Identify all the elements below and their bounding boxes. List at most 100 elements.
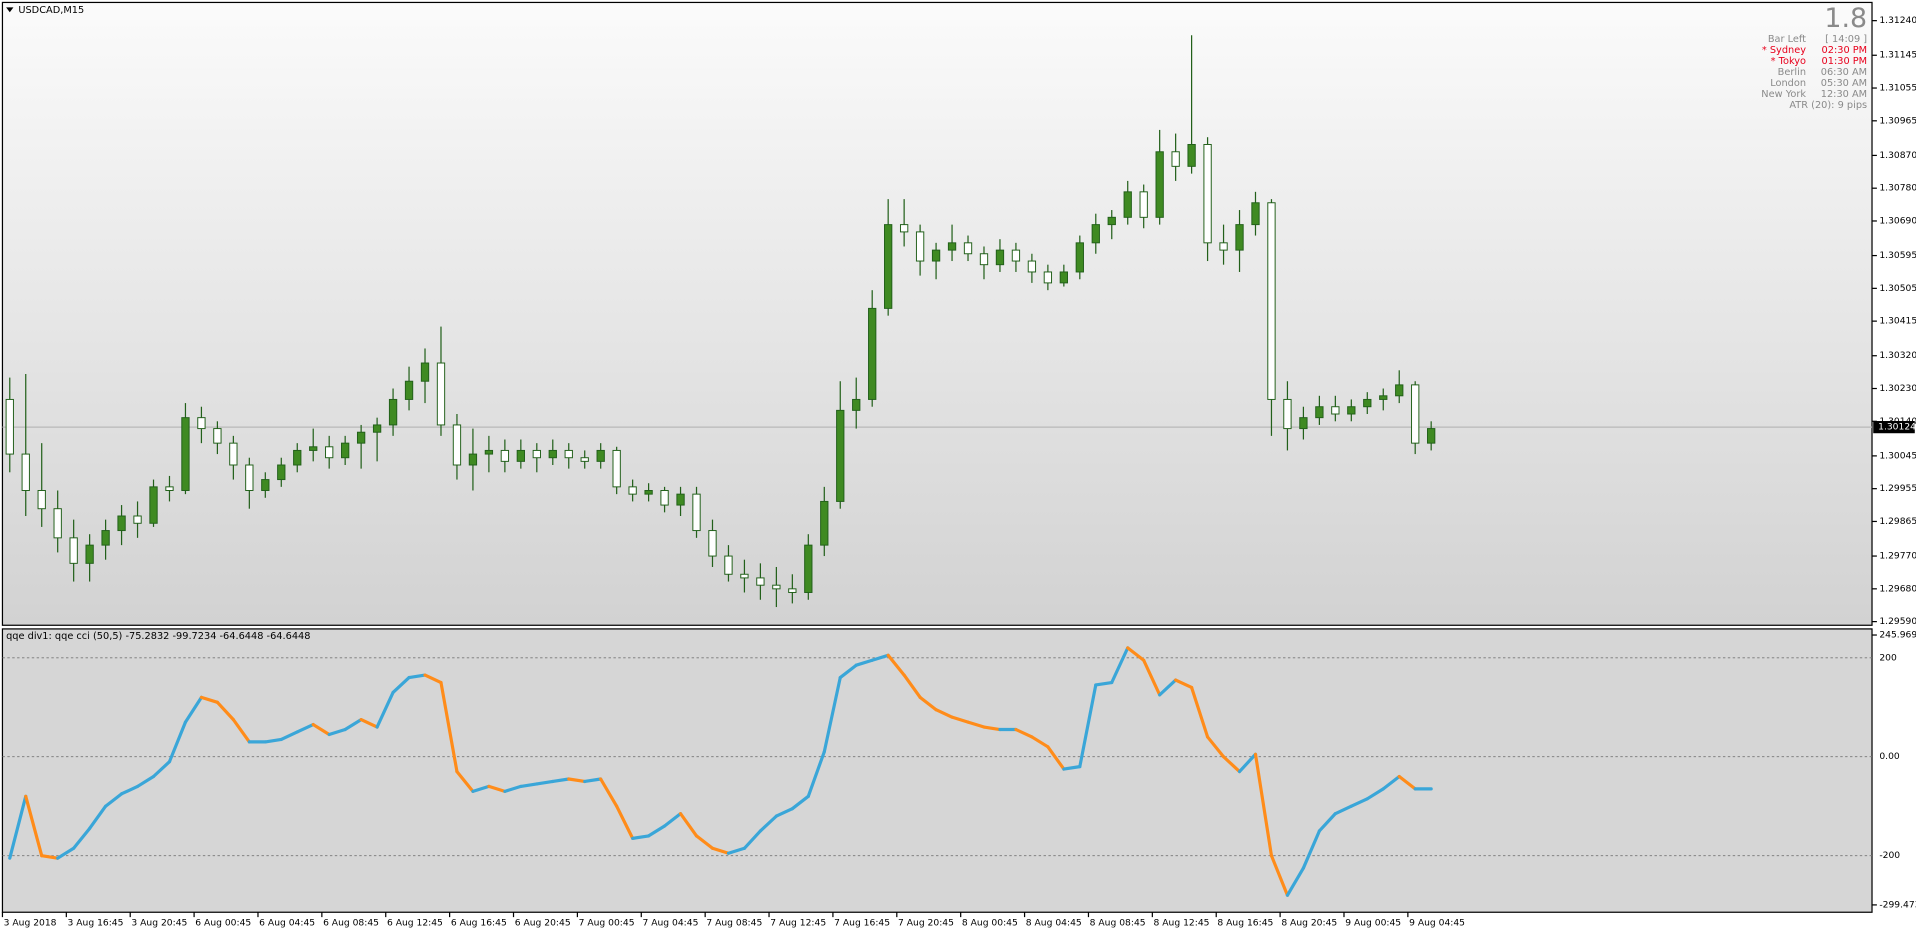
candle-body [724, 555, 733, 575]
candle-body [963, 242, 973, 255]
indicator-segment [1190, 685, 1210, 739]
candle-body [101, 530, 110, 546]
y-tick-label: 1.29770 [1879, 551, 1916, 562]
x-tick-label: 6 Aug 16:45 [451, 918, 507, 929]
candle-body [356, 431, 366, 444]
clock-label: Berlin [1778, 67, 1806, 78]
y-tick-label: 1.29680 [1879, 583, 1916, 594]
indicator-segment [231, 718, 251, 744]
candle-body [117, 515, 126, 532]
candle-body [420, 362, 430, 382]
indicator-segment [583, 777, 603, 784]
indicator-segment [1317, 812, 1337, 833]
candle-body [1363, 398, 1372, 408]
candle-body [740, 573, 749, 579]
x-tick-label: 8 Aug 12:45 [1154, 918, 1210, 929]
candle-body [580, 457, 589, 462]
candle-body [1027, 260, 1037, 273]
indicator-segment [726, 846, 747, 855]
candle-body [85, 544, 94, 564]
clock-value: [ 14:09 ] [1825, 34, 1867, 45]
indicator-segment [215, 700, 235, 722]
candle-body [229, 442, 238, 466]
candle-body [1107, 216, 1116, 226]
candle-body [1283, 398, 1292, 430]
candle-body [133, 515, 142, 524]
indicator-segment [1301, 829, 1321, 870]
candle-body [532, 449, 541, 459]
candle-body [979, 253, 989, 266]
x-tick-label: 7 Aug 00:45 [579, 918, 635, 929]
candle-body [53, 508, 62, 539]
indicator-segment [678, 812, 699, 838]
candle-body [69, 537, 78, 564]
indicator-segment [1333, 804, 1353, 816]
indicator-segment [567, 777, 587, 784]
candle-body [325, 446, 334, 459]
x-tick-label: 7 Aug 12:45 [770, 918, 826, 929]
candle-body [1155, 151, 1164, 218]
indicator-segment [24, 794, 44, 858]
indicator-segment [471, 784, 491, 793]
candle-body [1315, 406, 1324, 419]
x-tick-label: 3 Aug 20:45 [131, 918, 187, 929]
y-tick-label: 1.30505 [1879, 283, 1916, 294]
candle-body [388, 398, 398, 426]
indicator-segment [407, 673, 427, 680]
chart-title: USDCAD,M15 [18, 5, 84, 16]
candle-body [868, 307, 877, 400]
candle-body [213, 428, 222, 444]
indicator-segment [88, 804, 108, 831]
indicator-segment [1046, 745, 1066, 771]
indicator-segment [487, 784, 507, 793]
candle-body [1075, 242, 1084, 273]
candle-body [660, 490, 669, 506]
indicator-segment [599, 777, 619, 808]
clock-value: 06:30 AM [1821, 67, 1867, 78]
candle-body [804, 544, 813, 593]
indicator-segment [1142, 658, 1162, 697]
clock-label: * Sydney [1762, 45, 1806, 56]
indicator-segment [151, 760, 172, 779]
indicator-segment [902, 673, 922, 699]
candle-body [484, 449, 494, 455]
indicator-segment [615, 804, 635, 840]
y-tick-label: -200 [1879, 850, 1900, 861]
menu-arrow[interactable] [6, 7, 14, 13]
candle-body [1123, 191, 1132, 218]
indicator-segment [934, 708, 954, 719]
indicator-segment [1349, 797, 1369, 808]
indicator-segment [279, 730, 299, 742]
indicator-segment [8, 794, 28, 860]
candle-body [1219, 242, 1228, 251]
x-tick-label: 8 Aug 00:45 [962, 918, 1018, 929]
indicator-segment [694, 834, 715, 850]
candle-body [436, 362, 446, 426]
x-tick-label: 6 Aug 20:45 [515, 918, 571, 929]
candle-body [899, 224, 909, 233]
x-tick-label: 7 Aug 08:45 [706, 918, 762, 929]
candle-body [1267, 202, 1276, 400]
candle-body [836, 409, 845, 502]
candle-body [1187, 143, 1196, 167]
price-panel [1, 1, 1873, 626]
indicator-segment [455, 769, 475, 793]
indicator-segment [359, 718, 379, 729]
y-tick-label: 1.30045 [1879, 450, 1916, 461]
candle-body [756, 577, 765, 586]
x-tick-label: 8 Aug 20:45 [1281, 918, 1337, 929]
indicator-segment [918, 695, 938, 712]
candle-body [277, 464, 286, 481]
indicator-segment [886, 653, 906, 677]
y-tick-label: 1.30690 [1879, 215, 1916, 226]
indicator-segment [519, 782, 539, 789]
candle-body [452, 424, 462, 466]
indicator-segment [199, 695, 219, 704]
indicator-segment [40, 854, 60, 860]
atr: ATR (20): 9 pips [1789, 100, 1867, 111]
y-tick-label: 1.30780 [1879, 183, 1916, 194]
candle-body [1235, 224, 1244, 251]
candle-body [564, 449, 573, 459]
candle-body [404, 380, 414, 400]
indicator-segment [391, 675, 411, 694]
